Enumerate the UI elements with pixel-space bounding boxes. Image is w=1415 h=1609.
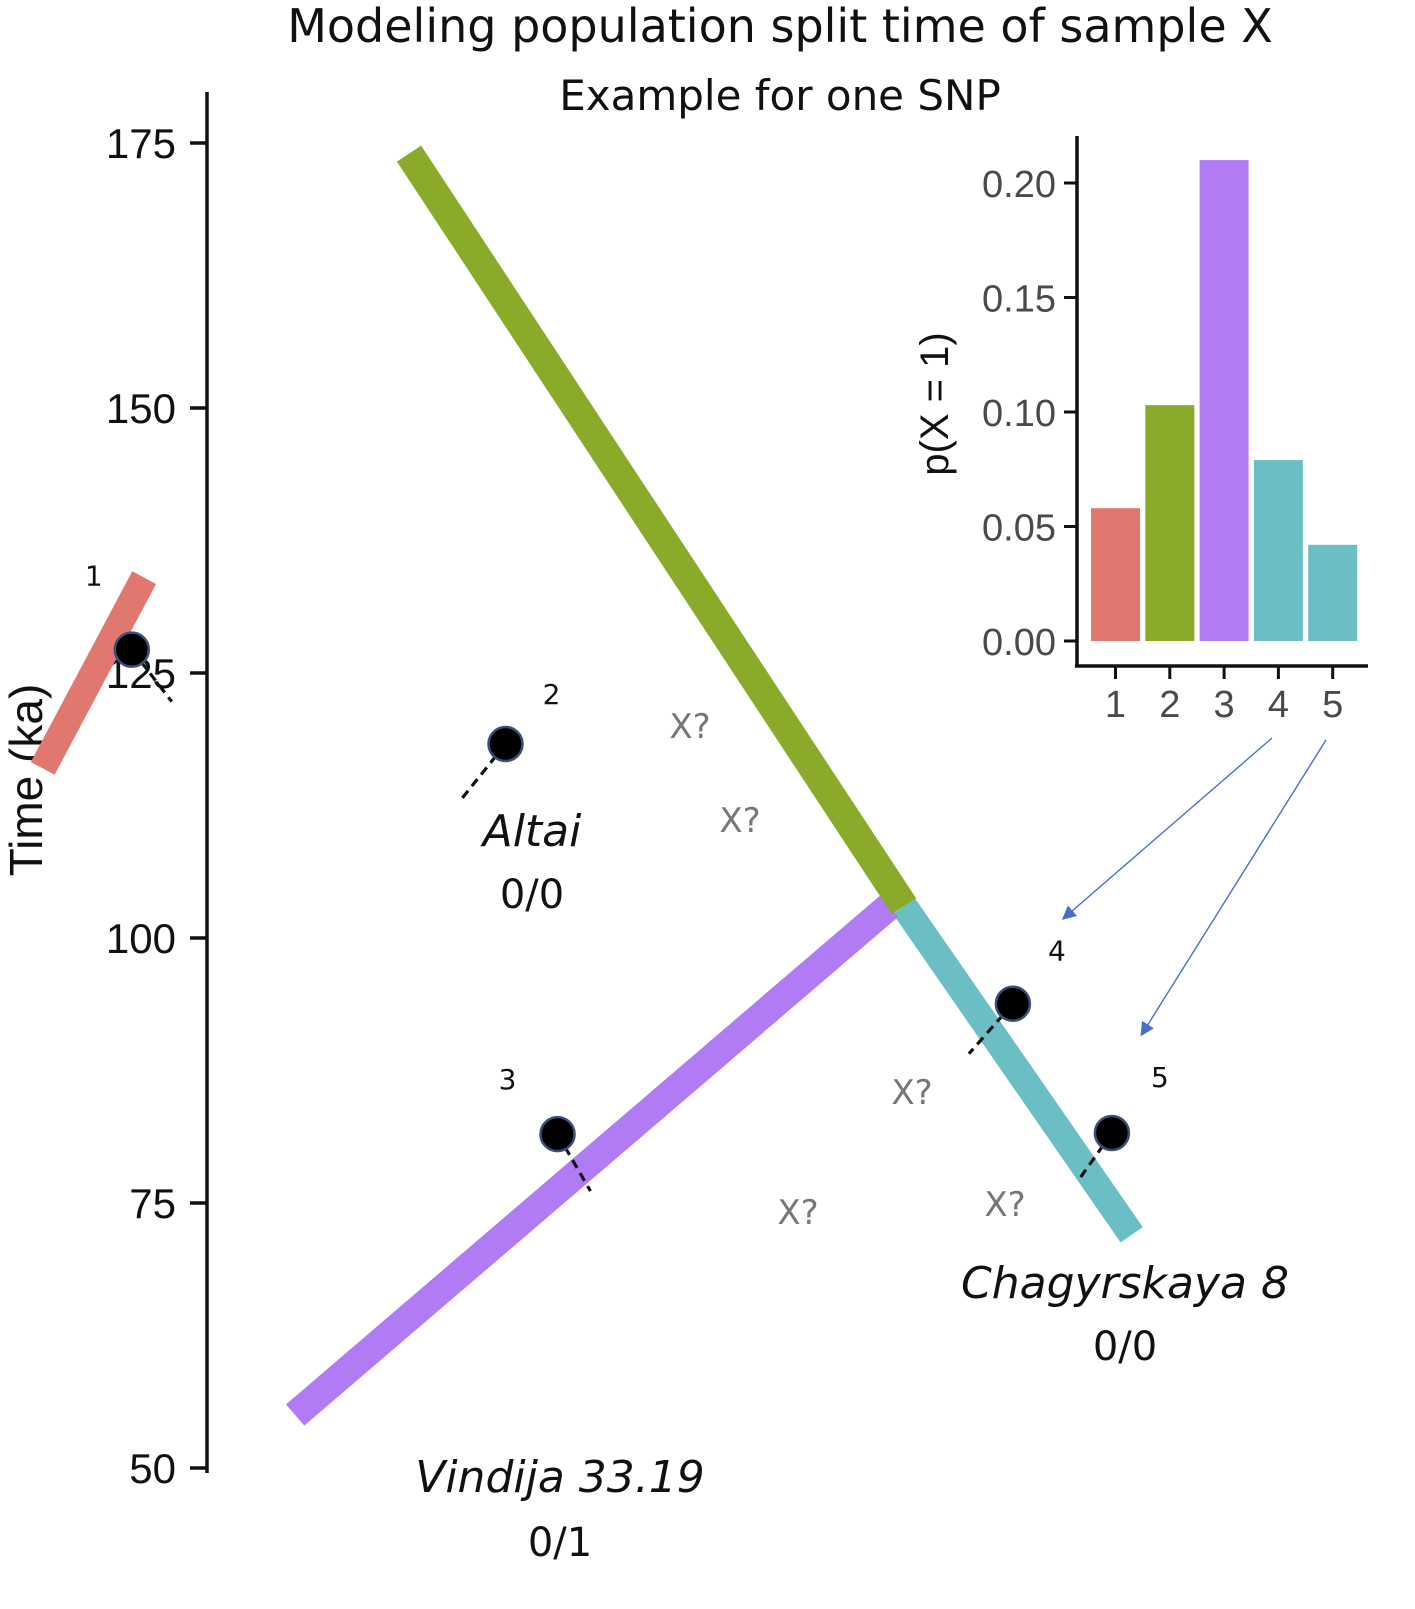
node-query-4: X? <box>891 1073 932 1113</box>
node-dot-4 <box>994 985 1032 1022</box>
node-connector-3 <box>556 1133 592 1192</box>
inset-y-axis-label: p(X = 1) <box>913 332 957 475</box>
node-query-1: X? <box>669 707 710 747</box>
arrow-category-5 <box>1140 739 1327 1037</box>
tree-nodes: 1 X? 2 X? 3 X? 4 X? 5 X? <box>85 560 1169 1233</box>
branch-main-stem <box>396 145 917 915</box>
node-dot-5 <box>1093 1114 1131 1152</box>
inset-x-tick-label: 1 <box>1105 684 1126 726</box>
inset-x-tick-label: 5 <box>1322 684 1343 726</box>
branch-altai-branch <box>30 571 157 775</box>
time-tick-label: 75 <box>129 1180 176 1227</box>
inset-y-tick-label: 0.20 <box>982 164 1056 206</box>
node-query-2: X? <box>719 801 760 841</box>
node-number-2: 2 <box>543 678 561 711</box>
node-dot-1 <box>113 631 151 668</box>
time-axis-label: Time (ka) <box>0 684 52 877</box>
genotype-chagyrskaya: 0/0 <box>1093 1324 1157 1370</box>
inset-y-tick-label: 0.10 <box>982 393 1056 435</box>
time-tick-label: 100 <box>106 915 176 962</box>
figure-title: Modeling population split time of sample… <box>287 0 1273 53</box>
inset-x-tick-label: 2 <box>1159 684 1180 726</box>
node-query-3: X? <box>777 1193 818 1233</box>
inset-x-tick-label: 3 <box>1214 684 1235 726</box>
node-query-5: X? <box>984 1185 1025 1225</box>
branch-chagyrskaya-branch <box>892 898 1143 1243</box>
node-dot-3 <box>539 1115 576 1153</box>
sample-name-altai: Altai <box>480 806 583 857</box>
sample-labels: Altai 0/0 Vindija 33.19 0/1 Chagyrskaya … <box>415 806 1289 1566</box>
inset-y-ticks: 0.00 0.05 0.10 0.15 0.20 <box>982 164 1077 664</box>
inset-bar-2 <box>1145 405 1195 641</box>
inset-y-tick-label: 0.00 <box>982 622 1056 664</box>
inset-bars <box>1091 160 1358 641</box>
node-dot-2 <box>487 725 524 763</box>
inset-bar-5 <box>1308 544 1358 641</box>
genotype-altai: 0/0 <box>500 872 564 918</box>
time-tick-label: 150 <box>106 385 176 432</box>
inset-y-tick-label: 0.15 <box>982 279 1056 321</box>
inset-bar-4 <box>1253 460 1303 641</box>
arrow-category-4 <box>1061 737 1273 920</box>
node-number-4: 4 <box>1048 935 1066 968</box>
inset-bar-1 <box>1091 508 1140 641</box>
branch-vindija-branch <box>286 895 899 1426</box>
node-connector-2 <box>460 743 507 801</box>
node-number-3: 3 <box>499 1063 517 1096</box>
time-tick-label: 50 <box>129 1445 176 1492</box>
node-connector-4 <box>967 1002 1015 1055</box>
inset-bar-3 <box>1199 160 1249 641</box>
inset-y-tick-label: 0.05 <box>982 508 1056 550</box>
sample-name-chagyrskaya: Chagyrskaya 8 <box>961 1258 1289 1309</box>
node-number-5: 5 <box>1151 1061 1169 1094</box>
time-tick-label: 175 <box>106 120 176 167</box>
figure-subtitle: Example for one SNP <box>559 71 1001 120</box>
node-connector-5 <box>1076 1132 1114 1182</box>
sample-name-vindija: Vindija 33.19 <box>415 1452 705 1503</box>
tree-branches <box>30 145 1143 1426</box>
node-connector-1 <box>130 648 174 703</box>
genotype-vindija: 0/1 <box>528 1520 592 1566</box>
inset-x-tick-label: 4 <box>1268 684 1289 726</box>
node-number-1: 1 <box>85 560 103 593</box>
